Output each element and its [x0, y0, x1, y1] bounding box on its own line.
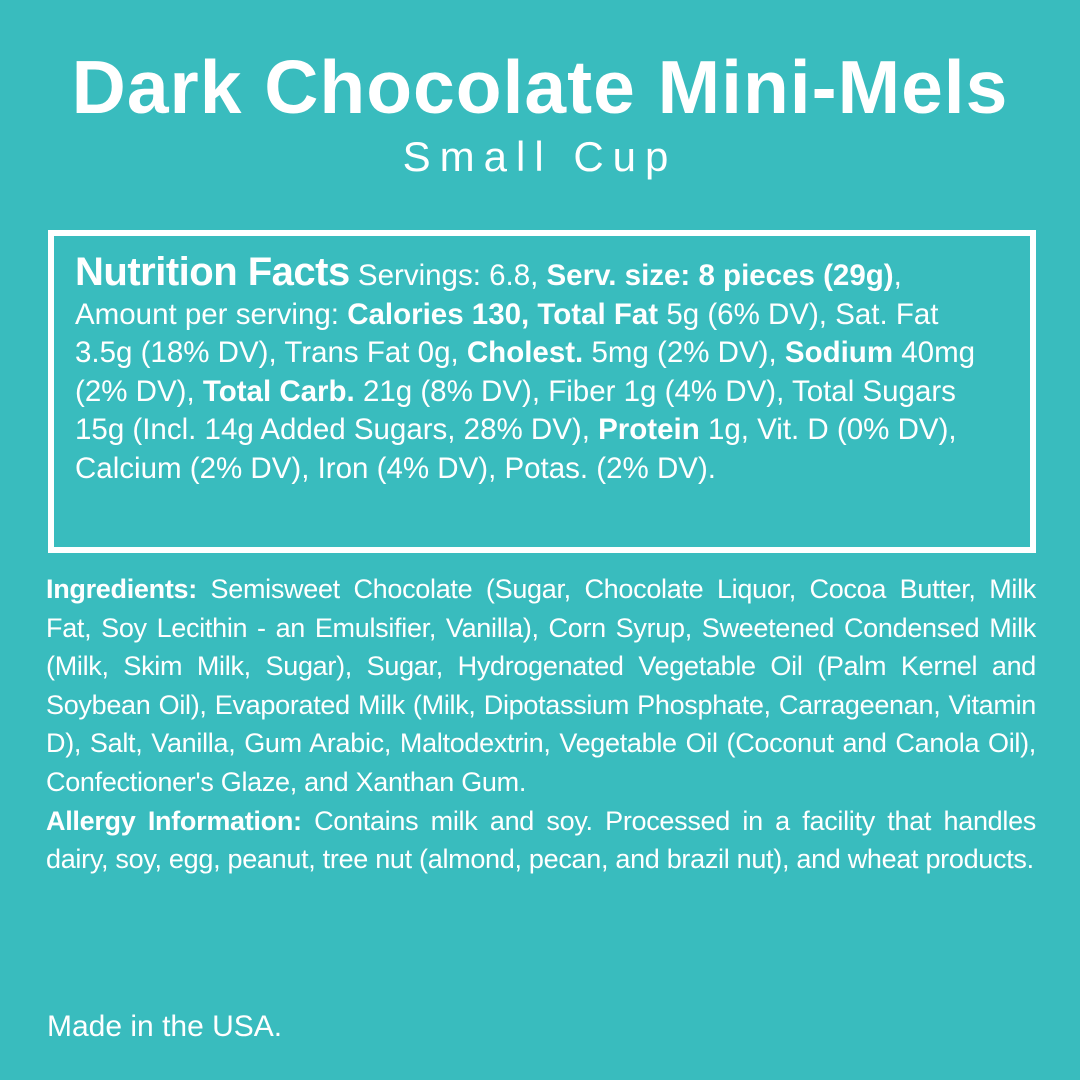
nutrition-facts-box: Nutrition Facts Servings: 6.8, Serv. siz… — [48, 230, 1036, 553]
product-title: Dark Chocolate Mini-Mels — [71, 45, 1009, 129]
nutrition-facts-text: Nutrition Facts Servings: 6.8, Serv. siz… — [75, 250, 976, 485]
header: Dark Chocolate Mini-Mels Small Cup — [0, 48, 1080, 182]
made-in-usa-text: Made in the USA. — [47, 1010, 283, 1043]
footer: Made in the USA. — [47, 1008, 282, 1046]
allergy-information-text: Allergy Information: Contains milk and s… — [46, 805, 1037, 875]
ingredients-text: Ingredients: Semisweet Chocolate (Sugar,… — [46, 574, 1036, 797]
ingredients-section: Ingredients: Semisweet Chocolate (Sugar,… — [46, 570, 1036, 879]
product-subtitle: Small Cup — [402, 133, 678, 180]
